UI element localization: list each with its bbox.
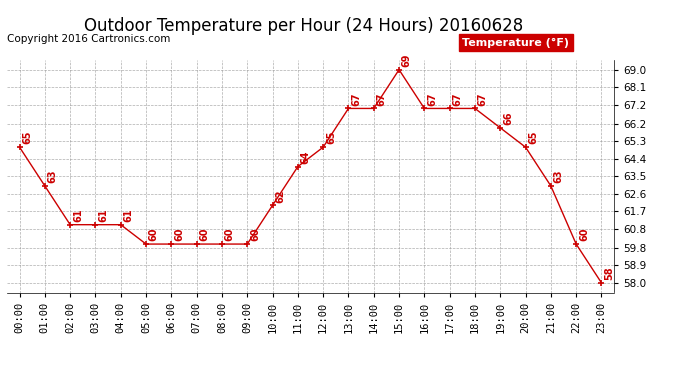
Text: 65: 65 [529, 131, 538, 144]
Text: 60: 60 [149, 228, 159, 241]
Text: 63: 63 [48, 170, 58, 183]
Text: 61: 61 [98, 209, 108, 222]
Text: Copyright 2016 Cartronics.com: Copyright 2016 Cartronics.com [7, 34, 170, 44]
Text: 63: 63 [553, 170, 564, 183]
Text: 69: 69 [402, 53, 412, 67]
Text: 58: 58 [604, 266, 614, 280]
Text: 60: 60 [199, 228, 210, 241]
Text: 62: 62 [275, 189, 286, 202]
Text: 67: 67 [477, 92, 488, 106]
Text: 60: 60 [225, 228, 235, 241]
Text: 65: 65 [22, 131, 32, 144]
Text: 65: 65 [326, 131, 336, 144]
Text: 61: 61 [73, 209, 83, 222]
Text: 60: 60 [250, 228, 260, 241]
Text: 64: 64 [301, 150, 310, 164]
Text: 60: 60 [174, 228, 184, 241]
Text: 66: 66 [503, 111, 513, 125]
Text: Temperature (°F): Temperature (°F) [462, 38, 569, 48]
Text: 61: 61 [124, 209, 134, 222]
Text: 67: 67 [377, 92, 386, 106]
Text: 67: 67 [351, 92, 362, 106]
Text: Outdoor Temperature per Hour (24 Hours) 20160628: Outdoor Temperature per Hour (24 Hours) … [84, 17, 523, 35]
Text: 60: 60 [579, 228, 589, 241]
Text: 67: 67 [453, 92, 462, 106]
Text: 67: 67 [427, 92, 437, 106]
